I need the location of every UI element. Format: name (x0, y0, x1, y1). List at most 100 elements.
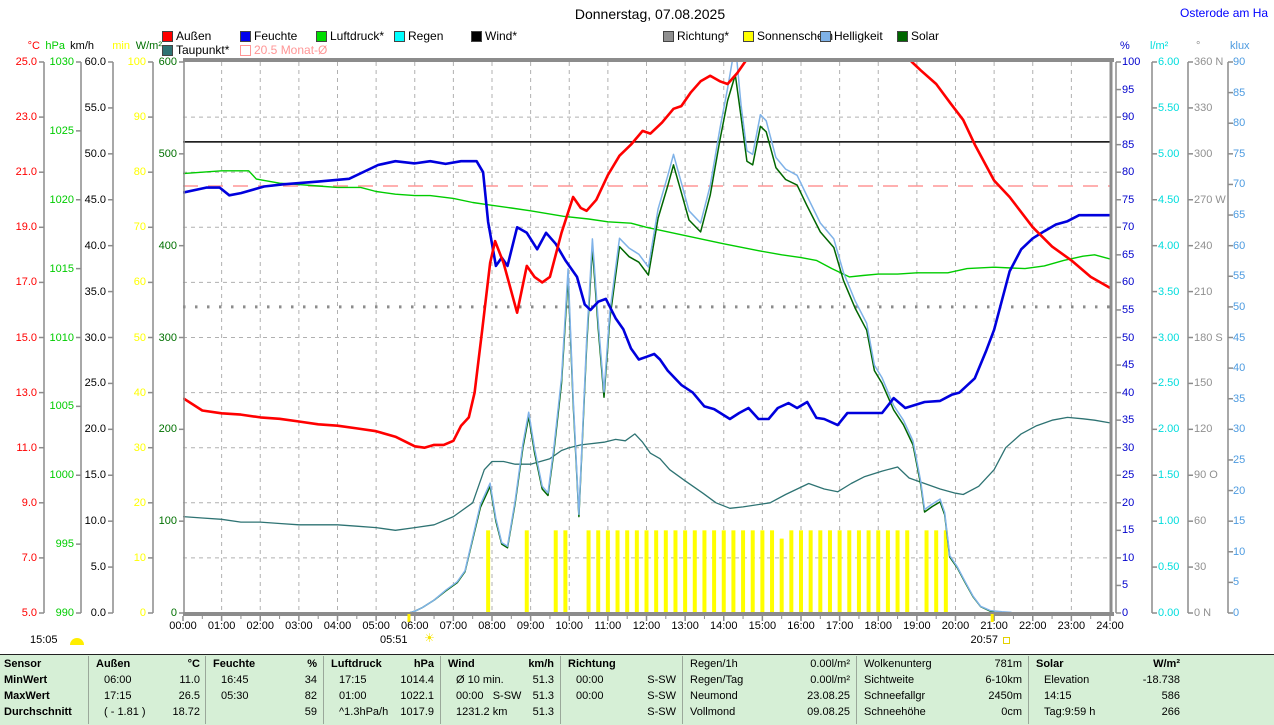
table-cell: 781m (994, 658, 1022, 670)
axis-tick-label: 4.00 (1158, 239, 1180, 252)
axis-tick-label: 45 (1233, 331, 1246, 344)
table-cell: Neumond (690, 690, 738, 702)
axis-tick-label: 60.0 (84, 56, 106, 68)
legend-label: Helligkeit (834, 29, 883, 43)
axis-tick-label: 25 (1122, 469, 1135, 482)
axis-tick-label: 10 (1233, 545, 1246, 558)
axis-tick-label: 4.50 (1158, 193, 1180, 206)
legend-label: Feuchte (254, 29, 298, 43)
legend-label: Solar (911, 29, 940, 43)
axis-tick-label: 70 (1122, 221, 1135, 234)
table-cell: ( - 1.81 ) (104, 706, 146, 718)
axis-tick-label: 30.0 (84, 331, 106, 344)
axis-tick-label: 400 (158, 239, 177, 252)
time-label: 16:00 (787, 620, 815, 632)
daily-weather-chart (39, 58, 1233, 622)
axis-unit-label: l/m² (1150, 40, 1169, 52)
time-label: 03:00 (285, 620, 313, 632)
axis-tick-label: 90 (133, 111, 146, 124)
table-separator (323, 656, 324, 724)
table-separator (560, 656, 561, 724)
axis-tick-label: 13.0 (15, 386, 37, 399)
axis-tick-label: 240 (1194, 239, 1213, 252)
axis-tick-label: 5.50 (1158, 101, 1180, 114)
axis-tick-label: 100 (1122, 56, 1141, 68)
time-label: 02:00 (246, 620, 275, 632)
axis-tick-label: 45.0 (84, 193, 106, 206)
axis-tick-label: 85 (1122, 138, 1135, 151)
table-cell: 1014.4 (400, 674, 434, 686)
axis-tick-label: 10.0 (84, 515, 106, 528)
axis-tick-label: 150 (1194, 377, 1213, 390)
table-cell: Regen/Tag (690, 674, 744, 686)
table-cell: Schneefallgr (864, 690, 926, 702)
axis-tick-label: 15.0 (15, 331, 37, 344)
sunshine-bars (191, 530, 1102, 614)
table-cell: 16:45 (221, 674, 249, 686)
axis-tick-label: 10 (133, 551, 146, 564)
table-cell: Tag:9:59 h (1044, 706, 1096, 718)
table-cell: 0.00l/m² (810, 674, 850, 686)
axis-tick-label: 75 (1233, 147, 1246, 160)
axis-tick-label: 1020 (49, 193, 74, 206)
table-cell: W/m² (1153, 658, 1180, 670)
axis-unit-label: min (112, 40, 130, 52)
table-cell: °C (187, 658, 200, 670)
time-label: 07:00 (439, 620, 468, 632)
axis-tick-label: 100 (127, 56, 146, 68)
axis-tick-label: 90 O (1194, 469, 1218, 482)
axis-tick-label: 15.0 (84, 469, 106, 482)
table-cell: Wind (448, 658, 475, 670)
axis-tick-label: 11.0 (16, 441, 37, 454)
time-label: 10:00 (555, 620, 584, 632)
axis-tick-label: 330 (1194, 101, 1213, 114)
table-cell: Durchschnitt (4, 706, 72, 718)
axis-tick-label: 100 (158, 515, 177, 528)
axis-tick-label: 25 (1233, 453, 1246, 466)
table-cell: Richtung (568, 658, 616, 670)
axis-tick-label: 30 (1122, 441, 1135, 454)
axis-tick-label: 65 (1233, 209, 1246, 222)
table-cell: 51.3 (532, 690, 554, 702)
axis-tick-label: 200 (158, 423, 177, 436)
table-cell: MaxWert (4, 690, 50, 702)
table-cell: Sichtweite (864, 674, 915, 686)
moonset-time: 15:05 (30, 634, 58, 646)
axis-tick-label: 55 (1233, 270, 1246, 283)
table-cell: 1231.2 km (456, 706, 508, 718)
axis-tick-label: 5.0 (21, 607, 37, 619)
series-taupunkt (183, 416, 1110, 531)
axis-tick-label: 990 (55, 607, 74, 619)
stats-table: Sensor MinWert MaxWert Durchschnitt Außen °C 0… (0, 654, 1274, 725)
axis-tick-label: 20.0 (84, 423, 106, 436)
axis-tick-label: 35.0 (84, 285, 106, 298)
axis-tick-label: 0 (170, 607, 177, 619)
axis-tick-label: 995 (55, 538, 74, 551)
table-cell: S-SW (647, 706, 676, 718)
sunset-time: 20:57 (970, 634, 998, 646)
axis-tick-label: 15 (1122, 524, 1135, 537)
axis-tick-label: 300 (158, 331, 177, 344)
table-cell: 09.08.25 (807, 706, 850, 718)
axis-tick-label: 70 (133, 221, 146, 234)
legend-swatch-luftdruck- (316, 31, 327, 42)
axis-tick-label: 0 (139, 607, 146, 619)
page-title: Donnerstag, 07.08.2025 (574, 6, 726, 22)
axis-tick-label: 0.00 (1158, 607, 1180, 619)
axis-tick-label: 0.50 (1158, 561, 1180, 574)
axis-tick-label: 90 (1233, 56, 1246, 68)
axis-unit-label: °C (27, 40, 40, 52)
time-label: 19:00 (903, 620, 931, 632)
axis-tick-label: 360 N (1194, 56, 1224, 68)
axis-tick-label: 95 (1122, 83, 1135, 96)
table-cell: 11.0 (179, 674, 200, 686)
table-cell: Vollmond (690, 706, 736, 718)
axis-tick-label: 30 (1233, 423, 1246, 436)
time-label: 06:00 (400, 620, 429, 632)
table-cell: 18.72 (172, 706, 200, 718)
time-label: 15:00 (748, 620, 777, 632)
axis-tick-label: 25.0 (15, 56, 37, 68)
table-separator (88, 656, 89, 724)
legend-label: Wind* (485, 29, 518, 43)
